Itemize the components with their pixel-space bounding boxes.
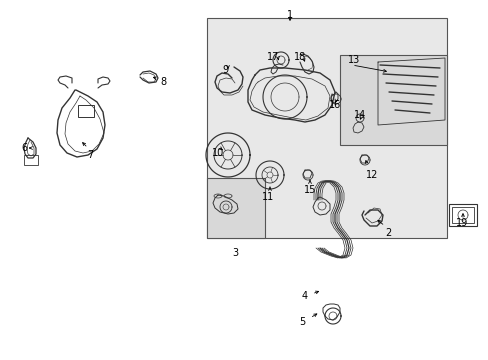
Text: 14: 14: [353, 110, 366, 120]
Text: 19: 19: [455, 218, 467, 228]
Text: 5: 5: [298, 317, 305, 327]
Text: 1: 1: [286, 10, 292, 20]
Bar: [206, 178, 264, 238]
Text: 16: 16: [328, 100, 341, 110]
Text: 4: 4: [301, 291, 307, 301]
Bar: [448, 204, 476, 226]
Text: 9: 9: [222, 65, 227, 75]
Text: 3: 3: [231, 248, 238, 258]
Text: 13: 13: [347, 55, 360, 65]
Text: 18: 18: [293, 52, 305, 62]
Bar: [339, 55, 446, 145]
Bar: [206, 18, 446, 238]
Text: 6: 6: [22, 143, 28, 153]
Text: 7: 7: [87, 150, 93, 160]
Text: 17: 17: [266, 52, 279, 62]
Text: 15: 15: [303, 185, 316, 195]
Text: 2: 2: [384, 228, 390, 238]
Text: 8: 8: [160, 77, 166, 87]
Text: 11: 11: [262, 192, 274, 202]
Bar: [24, 155, 38, 165]
Bar: [451, 207, 473, 223]
Text: 12: 12: [365, 170, 377, 180]
Bar: [78, 105, 94, 117]
Text: 10: 10: [211, 148, 224, 158]
